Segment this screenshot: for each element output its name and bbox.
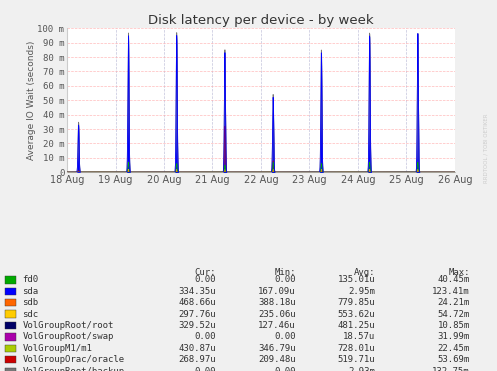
Text: 167.09u: 167.09u <box>258 287 296 296</box>
Text: 297.76u: 297.76u <box>178 310 216 319</box>
Text: 54.72m: 54.72m <box>437 310 470 319</box>
Text: VolGroupM1/m1: VolGroupM1/m1 <box>22 344 92 353</box>
Text: 519.71u: 519.71u <box>337 355 375 364</box>
Bar <box>5 356 16 364</box>
Text: 728.01u: 728.01u <box>337 344 375 353</box>
Text: 268.97u: 268.97u <box>178 355 216 364</box>
Text: 553.62u: 553.62u <box>337 310 375 319</box>
Text: 388.18u: 388.18u <box>258 298 296 307</box>
Text: 346.79u: 346.79u <box>258 344 296 353</box>
Text: sdc: sdc <box>22 310 38 319</box>
Text: 334.35u: 334.35u <box>178 287 216 296</box>
Bar <box>5 333 16 341</box>
Text: 779.85u: 779.85u <box>337 298 375 307</box>
Text: 123.41m: 123.41m <box>432 287 470 296</box>
Text: 135.01u: 135.01u <box>337 275 375 284</box>
Text: Max:: Max: <box>448 269 470 278</box>
Text: VolGroupOrac/oracle: VolGroupOrac/oracle <box>22 355 124 364</box>
Text: 40.45m: 40.45m <box>437 275 470 284</box>
Text: 329.52u: 329.52u <box>178 321 216 330</box>
Text: 53.69m: 53.69m <box>437 355 470 364</box>
Bar <box>5 299 16 306</box>
Text: 481.25u: 481.25u <box>337 321 375 330</box>
Text: RRDTOOL / TOBI OETIKER: RRDTOOL / TOBI OETIKER <box>484 114 489 183</box>
Text: 132.75m: 132.75m <box>432 367 470 371</box>
Bar <box>5 276 16 283</box>
Text: Avg:: Avg: <box>354 269 375 278</box>
Text: 18.57u: 18.57u <box>343 332 375 341</box>
Text: Min:: Min: <box>274 269 296 278</box>
Text: 22.45m: 22.45m <box>437 344 470 353</box>
Text: 0.00: 0.00 <box>274 367 296 371</box>
Text: VolGroupRoot/swap: VolGroupRoot/swap <box>22 332 114 341</box>
Text: Cur:: Cur: <box>195 269 216 278</box>
Text: sdb: sdb <box>22 298 38 307</box>
Text: fd0: fd0 <box>22 275 38 284</box>
Text: sda: sda <box>22 287 38 296</box>
Text: VolGroupRoot/root: VolGroupRoot/root <box>22 321 114 330</box>
Text: 10.85m: 10.85m <box>437 321 470 330</box>
Text: 0.00: 0.00 <box>274 332 296 341</box>
Text: 0.00: 0.00 <box>274 275 296 284</box>
Bar <box>5 311 16 318</box>
Text: 2.93m: 2.93m <box>348 367 375 371</box>
Text: 235.06u: 235.06u <box>258 310 296 319</box>
Text: 0.00: 0.00 <box>195 332 216 341</box>
Y-axis label: Average IO Wait (seconds): Average IO Wait (seconds) <box>27 40 36 160</box>
Bar <box>5 345 16 352</box>
Bar <box>5 288 16 295</box>
Text: VolGroupRoot/backup: VolGroupRoot/backup <box>22 367 124 371</box>
Text: 209.48u: 209.48u <box>258 355 296 364</box>
Text: 468.66u: 468.66u <box>178 298 216 307</box>
Text: 0.00: 0.00 <box>195 367 216 371</box>
Text: 430.87u: 430.87u <box>178 344 216 353</box>
Text: 2.95m: 2.95m <box>348 287 375 296</box>
Text: 127.46u: 127.46u <box>258 321 296 330</box>
Text: 0.00: 0.00 <box>195 275 216 284</box>
Text: 24.21m: 24.21m <box>437 298 470 307</box>
Title: Disk latency per device - by week: Disk latency per device - by week <box>148 14 374 27</box>
Bar <box>5 368 16 371</box>
Bar <box>5 322 16 329</box>
Text: 31.99m: 31.99m <box>437 332 470 341</box>
